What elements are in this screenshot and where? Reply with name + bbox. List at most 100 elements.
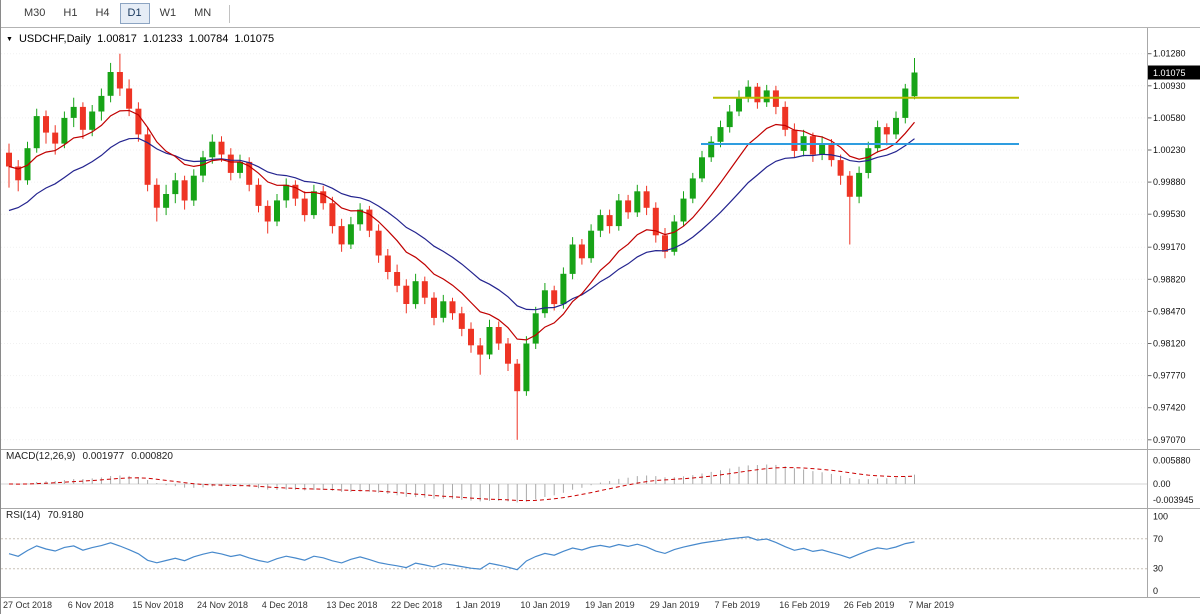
macd-axis-label: -0.003945 (1153, 495, 1194, 505)
bear-candle-body (421, 281, 428, 298)
price-axis-label: 0.97070 (1153, 435, 1186, 445)
timeframe-button-h1[interactable]: H1 (63, 7, 78, 19)
time-axis-label: 10 Jan 2019 (520, 600, 570, 610)
bull-candle-body (541, 290, 548, 314)
timeframe-button-d1[interactable]: D1 (119, 3, 150, 24)
price-axis-label: 0.99530 (1153, 209, 1186, 219)
bear-candle-body (126, 88, 133, 109)
bear-candle-body (15, 166, 22, 181)
bear-candle-body (431, 297, 437, 318)
close-value: 1.01075 (234, 33, 275, 45)
time-axis-label: 27 Oct 2018 (3, 600, 52, 610)
timeframe-button-mn[interactable]: MN (194, 7, 212, 19)
bear-candle-body (320, 191, 327, 204)
timeframe-button-h4[interactable]: H4 (95, 7, 110, 19)
bull-candle-body (680, 198, 687, 222)
bear-candle-body (394, 272, 401, 286)
bear-candle-body (754, 86, 761, 103)
bear-candle-body (338, 226, 345, 245)
bull-candle-body (98, 95, 105, 112)
fast-ma-line (8, 109, 915, 341)
rsi-axis-label: 0 (1153, 586, 1158, 596)
bear-candle-body (301, 198, 308, 216)
bear-candle-body (514, 363, 521, 392)
bull-candle-body (70, 106, 77, 118)
bull-candle-body (33, 116, 40, 149)
bull-candle-body (745, 86, 752, 98)
time-axis-label: 16 Feb 2019 (779, 600, 830, 610)
bear-candle-body (662, 235, 668, 252)
time-axis-label: 15 Nov 2018 (132, 600, 183, 610)
bear-candle-body (181, 180, 188, 201)
price-axis-label: 1.00580 (1153, 113, 1186, 123)
bull-candle-body (671, 221, 678, 252)
bull-candle-body (902, 88, 909, 118)
bull-candle-body (736, 97, 742, 112)
bull-candle-body (560, 273, 567, 305)
bull-candle-body (911, 72, 918, 97)
symbol-dropdown-icon[interactable]: ▼ (6, 35, 13, 43)
bear-candle-body (218, 141, 225, 155)
bull-candle-body (440, 301, 447, 318)
bear-candle-body (375, 230, 382, 256)
bear-candle-body (606, 215, 613, 227)
bear-candle-body (551, 290, 558, 305)
bull-candle-body (615, 200, 622, 227)
bull-candle-body (523, 343, 530, 392)
bull-candle-body (61, 117, 68, 144)
bear-candle-body (144, 134, 151, 185)
bear-candle-body (366, 209, 373, 231)
bull-candle-body (89, 111, 96, 130)
bear-candle-body (292, 184, 299, 199)
bull-candle-body (763, 90, 770, 103)
bull-candle-body (24, 148, 31, 181)
bear-candle-body (782, 106, 789, 130)
price-axis-label: 1.01280 (1153, 49, 1186, 59)
symbol-timeframe-label: USDCHF,Daily (18, 33, 92, 45)
time-axis-label: 26 Feb 2019 (844, 600, 895, 610)
bear-candle-body (652, 207, 659, 236)
price-axis-label: 0.98120 (1153, 339, 1186, 349)
price-axis-label: 0.99170 (1153, 242, 1186, 252)
bear-candle-body (643, 191, 650, 208)
low-value: 1.00784 (188, 33, 229, 45)
bear-candle-body (883, 127, 890, 135)
timeframe-button-w1[interactable]: W1 (159, 7, 177, 19)
bear-candle-body (43, 116, 49, 133)
bear-candle-body (6, 152, 12, 167)
bear-candle-body (227, 154, 234, 173)
rsi-indicator-label: RSI(14) 70.9180 (6, 510, 84, 521)
bear-candle-body (329, 203, 336, 227)
bear-candle-body (384, 255, 391, 272)
bear-candle-body (246, 161, 253, 185)
rsi-axis-label: 100 (1153, 512, 1168, 522)
bear-candle-body (495, 327, 502, 344)
bull-candle-body (532, 313, 539, 344)
price-axis-label: 0.98820 (1153, 274, 1186, 284)
time-axis-label: 24 Nov 2018 (197, 600, 248, 610)
bear-candle-body (116, 72, 123, 89)
bull-candle-body (689, 178, 696, 199)
bear-candle-body (578, 244, 585, 259)
time-axis-label: 4 Dec 2018 (262, 600, 308, 610)
macd-main-value: 0.001977 (82, 451, 125, 462)
timeframe-button-m30[interactable]: M30 (24, 7, 46, 19)
price-axis-label: 1.00930 (1153, 81, 1186, 91)
bull-candle-body (172, 180, 179, 195)
time-axis-label: 7 Mar 2019 (909, 600, 955, 610)
bull-candle-body (209, 141, 216, 158)
macd-name: MACD(12,26,9) (6, 451, 76, 462)
timeframe-toolbar: M30 H1 H4 D1 W1 MN (1, 0, 1200, 28)
bear-candle-body (791, 129, 798, 151)
bull-candle-body (874, 127, 881, 149)
bear-candle-body (458, 313, 465, 329)
bull-candle-body (569, 244, 576, 274)
bull-candle-body (274, 200, 280, 222)
high-value: 1.01233 (142, 33, 183, 45)
bear-candle-body (837, 160, 844, 176)
macd-axis-label: 0.00 (1153, 479, 1171, 489)
toolbar-separator (229, 4, 231, 23)
bull-candle-body (486, 327, 493, 355)
